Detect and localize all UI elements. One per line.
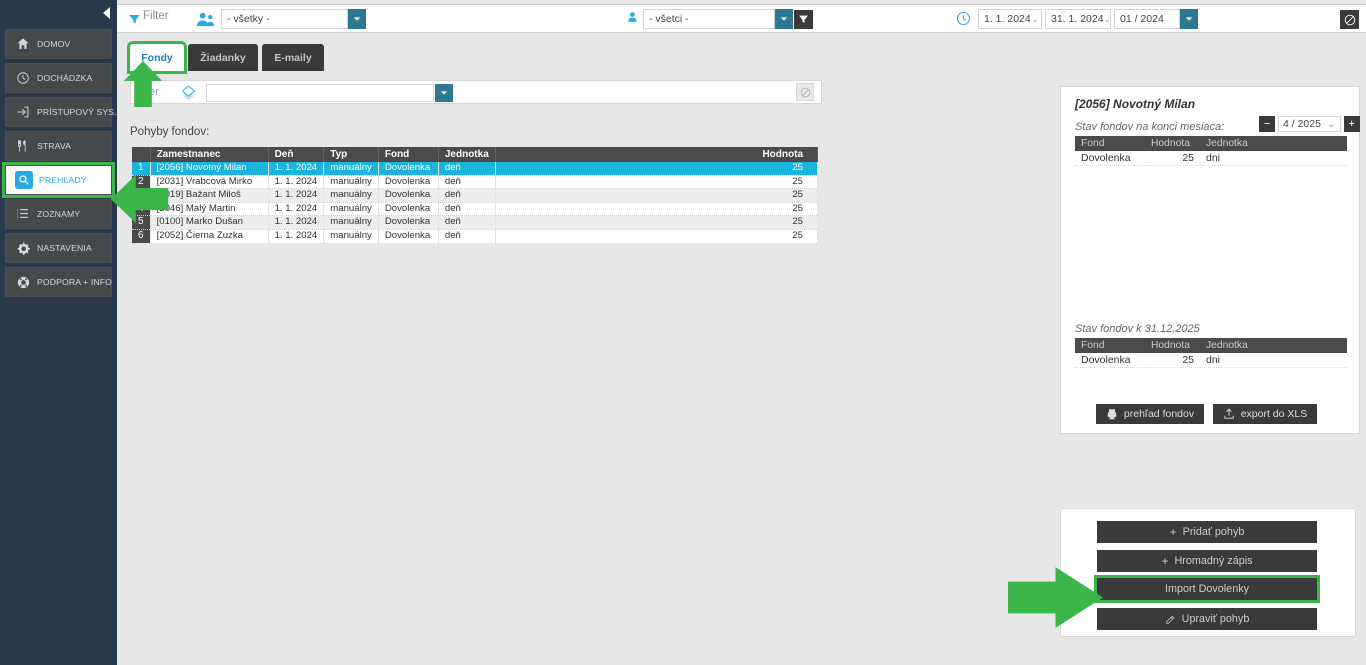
svg-text:3: 3 (17, 216, 19, 220)
